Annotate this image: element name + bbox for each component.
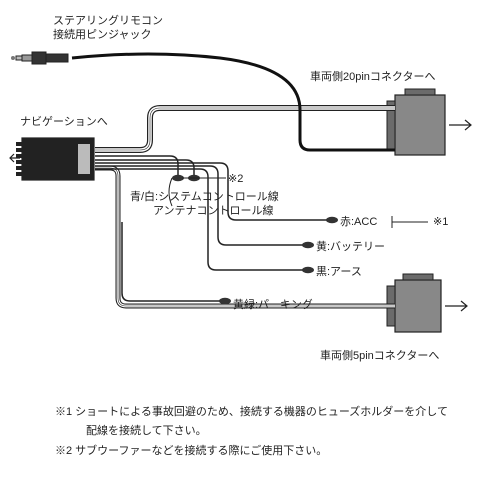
label-jack_top: ステアリングリモコン (53, 13, 163, 27)
label-earth: 黒:アース (316, 265, 362, 278)
bullet-terminal (302, 267, 314, 273)
label-conn5: 車両側5pinコネクターへ (320, 348, 439, 362)
label-ctrl1: 青/白:システムコントロール線 (130, 189, 279, 203)
label-park: 黄緑:パーキング (233, 297, 313, 311)
label-star1: ※1 (433, 216, 448, 228)
note-n1b: 配線を接続して下さい。 (86, 423, 207, 437)
bullet-terminal (219, 298, 231, 304)
label-acc: 赤:ACC (340, 215, 377, 228)
bullet-terminal (302, 242, 314, 248)
note-n1a: ※1 ショートによる事故回避のため、接続する機器のヒューズホルダーを介して (55, 404, 448, 418)
label-conn20: 車両側20pinコネクターへ (310, 69, 435, 83)
label-batt: 黄:バッテリー (316, 239, 385, 253)
label-ctrl2: アンテナコントロール線 (153, 203, 274, 217)
label-jack_top2: 接続用ピンジャック (53, 27, 151, 41)
nav-connector (16, 138, 94, 180)
bullet-terminal (326, 217, 338, 223)
label-to_nav: ナビゲーションへ (20, 115, 108, 128)
note-n2: ※2 サブウーファーなどを接続する際にご使用下さい。 (55, 443, 327, 457)
label-star2: ※2 (228, 173, 243, 185)
